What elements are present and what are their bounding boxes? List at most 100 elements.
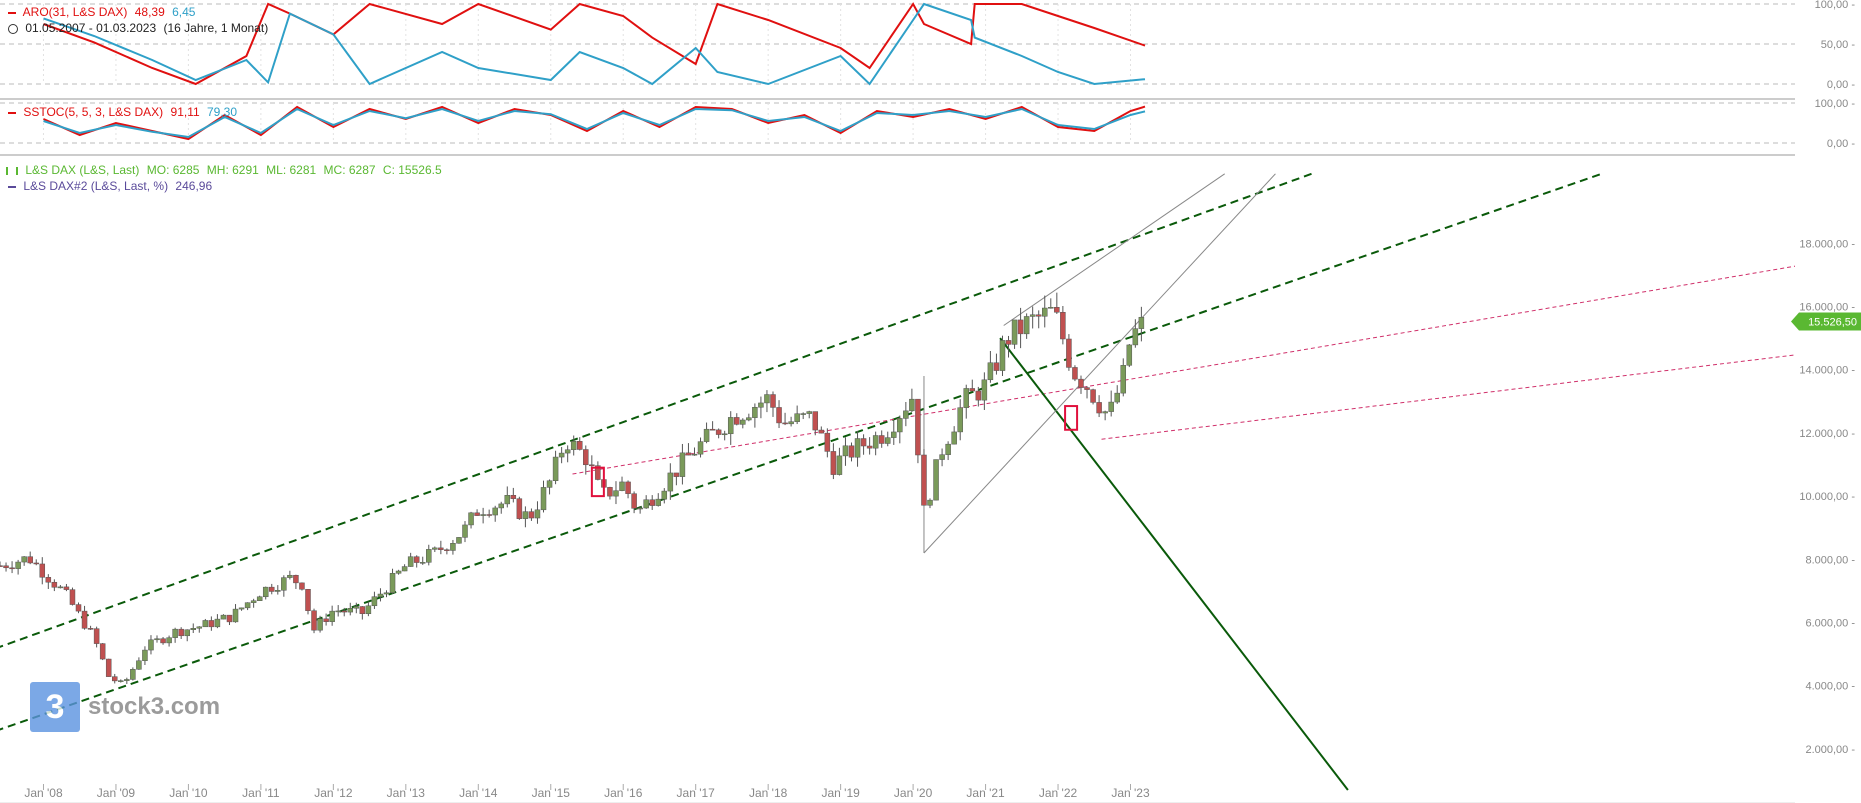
candle-body [770,394,776,408]
candle-body [1011,319,1018,345]
x-tick-label: Jan '23 [1111,786,1150,800]
candle-body [933,459,939,501]
candle-body [595,465,601,480]
candle-body [746,417,752,421]
candle-body [462,524,468,538]
indicator-tick-label: 0,00 - [1827,138,1855,150]
candle-body [939,454,945,460]
x-tick-label: Jan '19 [821,786,860,800]
trendline-steep-down [999,337,1349,791]
candle-body [812,411,819,431]
candle-body [872,435,879,449]
price-tick-label: 2.000,00 - [1805,744,1855,756]
candle-body [546,480,553,488]
candle-body [311,610,317,631]
candle-body [220,614,227,620]
candle-body [202,620,209,628]
stoch-legend: SSTOC(5, 5, 3, L&S DAX) 91,11 79,30 [8,105,241,119]
x-tick-label: Jan '20 [894,786,933,800]
x-tick-label: Jan '09 [97,786,136,800]
ohlc-last: C: 15526.5 [382,163,442,177]
candle-body [413,556,420,563]
candle-body [619,481,625,491]
candle-body [492,507,498,516]
x-tick-label: Jan '11 [242,786,280,800]
candle-body [1126,344,1133,366]
candle-body [196,626,203,629]
candle-body [365,605,372,615]
candle-body [130,669,136,680]
candle-body [166,637,172,644]
candle-body [45,577,52,583]
candle-body [444,549,450,551]
candle-body [57,586,64,589]
date-range-legend: 01.05.2007 - 01.03.2023 (16 Jahre, 1 Mon… [8,21,272,35]
candle-body [709,428,716,431]
candle-body [921,454,927,506]
candle-body [667,472,674,492]
candle-body [1090,389,1096,403]
line-swatch-icon [8,185,16,188]
candle-body [341,610,347,613]
candle-body [21,556,27,563]
candle-body [993,362,1000,371]
candle-body [897,418,903,433]
candle-body [776,407,782,424]
candle-body [317,618,323,631]
trendline-support-resistance [572,265,1795,475]
candle-body [250,600,257,603]
candle-body [740,419,746,425]
candle-body [552,456,559,481]
candle-body [878,435,885,444]
candle-body [842,445,849,457]
candle-body [69,589,76,605]
candle-body [721,433,728,436]
candle-body [359,606,366,615]
candle-body [33,562,39,565]
candle-body [1120,365,1127,394]
candle-body [1029,314,1036,317]
logo-mark: 3 [30,682,80,732]
candle-body [794,413,800,422]
candle-body [613,490,619,497]
candle-body [788,421,794,425]
candle-body [238,607,245,610]
candle-body [679,452,686,477]
candle-body [963,388,969,408]
price-tick-label: 4.000,00 - [1805,681,1855,693]
candle-body [830,451,837,475]
candle-body [1060,312,1066,340]
candle-body [226,614,233,623]
candle-body [866,445,873,449]
candle-body [752,406,758,418]
candle-body [1096,402,1102,414]
x-tick-label: Jan '22 [1039,786,1078,800]
date-span: (16 Jahre, 1 Monat) [163,21,269,35]
candle-body [124,679,130,681]
aroon-value-secondary: 6,45 [172,5,196,19]
candle-body [661,490,668,500]
candle-body [299,582,305,590]
candle-body [715,429,722,435]
candle-body [806,411,812,414]
candle-body [1023,316,1030,335]
candle-body [516,498,523,519]
ohlc-close: MC: 6287 [323,163,376,177]
candle-body [347,608,354,613]
indicator-tick-label: 0,00 - [1827,79,1855,91]
candle-body [607,487,613,497]
trendline-support-resistance [1101,354,1795,440]
candle-body [903,410,909,419]
trendline-channel-lower [0,172,1602,731]
candle-body [891,431,897,438]
candle-body [697,441,704,455]
candle-body [528,511,535,519]
candle-body [353,606,360,609]
aroon-label: ARO(31, L&S DAX) [22,5,128,19]
candle-body [540,487,547,511]
x-tick-label: Jan '08 [24,786,63,800]
candle-body [456,537,462,544]
candle-body [1108,401,1114,412]
